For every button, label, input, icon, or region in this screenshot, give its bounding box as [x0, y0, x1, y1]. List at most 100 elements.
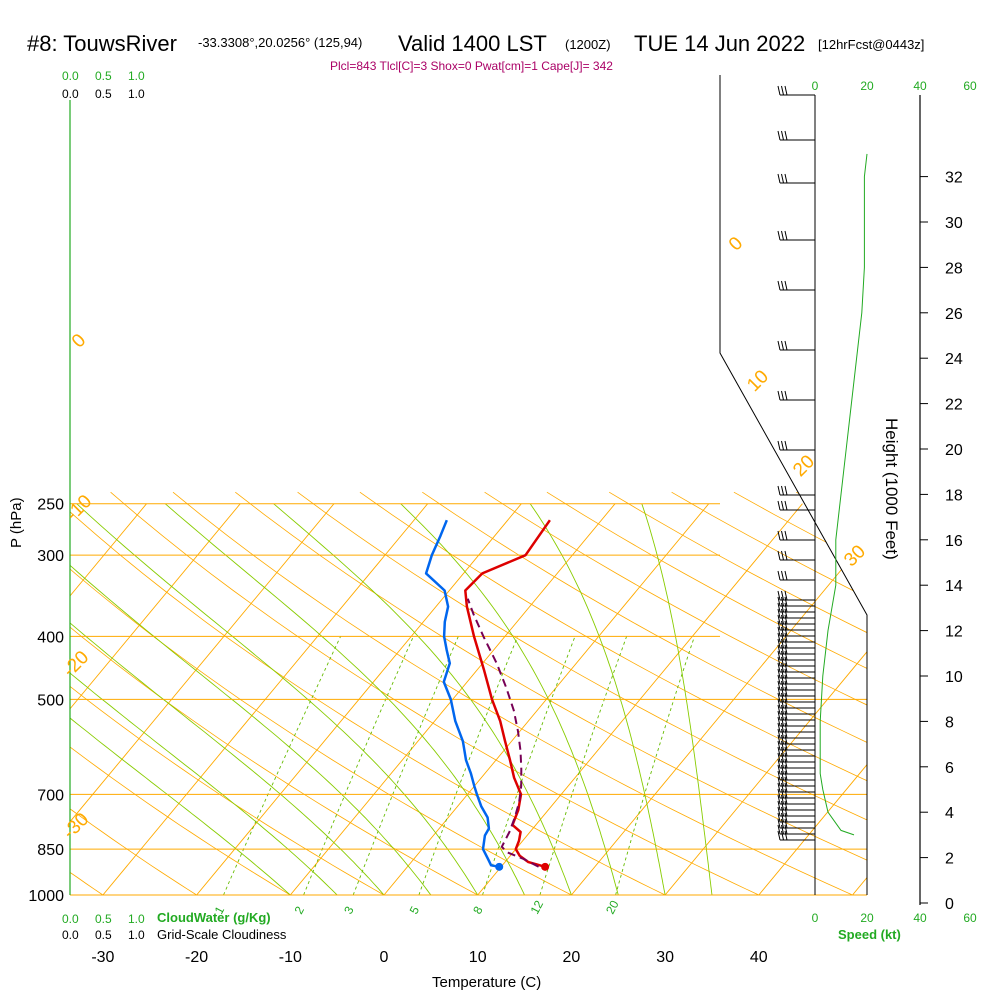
wind-barb-flag — [781, 173, 784, 184]
wind-barb-flag — [784, 728, 788, 739]
wind-barb-flag — [784, 686, 788, 697]
temperature-tick-label: -20 — [185, 949, 208, 966]
wind-barb — [777, 764, 815, 775]
speed-tick-label: 0 — [812, 79, 819, 93]
mixing-ratio-line — [352, 636, 459, 896]
wind-barb — [777, 722, 815, 733]
wind-barb-flag — [781, 596, 784, 607]
wind-barb-flag — [781, 758, 784, 769]
mixing-ratio-label: 20 — [603, 898, 622, 917]
wind-barb-flag — [781, 704, 784, 715]
wind-barb-flag — [784, 570, 788, 581]
wind-barb-flag — [777, 650, 781, 661]
wind-barb — [777, 800, 815, 811]
moist-adiabat-line — [70, 503, 432, 895]
wind-barb — [777, 776, 815, 787]
wind-barb-flag — [781, 656, 784, 667]
wind-barb-flag — [784, 722, 788, 733]
wind-barb-flag — [784, 824, 788, 835]
wind-barb-flag — [784, 704, 788, 715]
wind-barb — [777, 173, 815, 184]
wind-barb-flag — [777, 674, 781, 685]
wind-barb-flag — [784, 680, 788, 691]
wind-barb-flag — [777, 764, 781, 775]
wind-barb-flag — [784, 740, 788, 751]
wind-barb-flag — [781, 812, 784, 823]
wind-barb — [777, 280, 815, 291]
speed-tick-label: 20 — [860, 911, 874, 925]
forecast-date: TUE 14 Jun 2022 — [634, 31, 805, 56]
wind-barb-flag — [777, 770, 781, 781]
wind-barb-flag — [781, 788, 784, 799]
wind-barb-flag — [784, 830, 788, 841]
wind-barb-flag — [781, 626, 784, 637]
valid-time: Valid 1400 LST — [398, 31, 547, 56]
moist-adiabat-line — [529, 503, 666, 895]
wind-barb — [777, 500, 815, 511]
wind-barb-flag — [777, 550, 781, 561]
height-tick-label: 28 — [945, 260, 963, 277]
isotherm-label: -30 — [59, 809, 93, 843]
wind-barb-flag — [784, 280, 788, 291]
wind-barb-flag — [777, 806, 781, 817]
wind-barb — [777, 340, 815, 351]
dry-adiabat-line — [70, 491, 291, 895]
height-tick-label: 4 — [945, 805, 954, 822]
scale-label: 0.5 — [95, 87, 112, 101]
wind-barb-flag — [777, 662, 781, 673]
mixing-ratio-label: 12 — [527, 898, 546, 917]
wind-barb — [777, 550, 815, 561]
wind-barb-flag — [777, 716, 781, 727]
wind-barb-flag — [781, 800, 784, 811]
temperature-tick-label: 10 — [469, 949, 487, 966]
moist-adiabat-line — [70, 503, 291, 895]
wind-barb-flag — [777, 710, 781, 721]
wind-barb-flag — [777, 776, 781, 787]
temperature-tick-label: 20 — [563, 949, 581, 966]
wind-barb-flag — [777, 632, 781, 643]
wind-barb — [777, 650, 815, 661]
wind-barb-flag — [784, 550, 788, 561]
mixing-ratio-label: 8 — [470, 904, 486, 917]
wind-barb-flag — [784, 770, 788, 781]
wind-barb-flag — [777, 788, 781, 799]
wind-barb-flag — [781, 674, 784, 685]
wind-barb-flag — [781, 740, 784, 751]
wind-barb-flag — [777, 740, 781, 751]
wind-barb-flag — [781, 614, 784, 625]
wind-barb-flag — [781, 734, 784, 745]
wind-barb-flag — [784, 85, 788, 96]
wind-barb-flag — [784, 674, 788, 685]
wind-barb-flag — [781, 668, 784, 679]
isotherm-line — [70, 503, 147, 895]
wind-barb — [777, 782, 815, 793]
station-coords: -33.3308°,20.0256° (125,94) — [198, 35, 362, 50]
wind-barb-flag — [777, 656, 781, 667]
dry-adiabat-line — [70, 491, 666, 895]
wind-barb-flag — [784, 632, 788, 643]
dry-adiabat-line — [359, 491, 867, 895]
wind-barb-flag — [781, 794, 784, 805]
wind-barb — [777, 632, 815, 643]
wind-barb-flag — [781, 716, 784, 727]
wind-barb-flag — [777, 782, 781, 793]
wind-barb-flag — [784, 530, 788, 541]
mixing-ratio-line — [418, 636, 519, 896]
wind-barb-flag — [777, 500, 781, 511]
wind-barb-flag — [781, 550, 784, 561]
wind-barb-flag — [784, 638, 788, 649]
dry-adiabat-line — [235, 491, 867, 895]
wind-barb-flag — [781, 590, 784, 601]
wind-barb-flag — [777, 530, 781, 541]
dry-adiabat-line — [608, 491, 867, 895]
wind-barb-flag — [777, 818, 781, 829]
wind-barb-flag — [781, 776, 784, 787]
plot-right-boundary — [719, 75, 868, 895]
moist-adiabat-line — [70, 503, 385, 895]
height-tick-label: 18 — [945, 487, 963, 504]
wind-barb-flag — [784, 662, 788, 673]
wind-barb-flag — [781, 632, 784, 643]
height-tick-label: 8 — [945, 714, 954, 731]
